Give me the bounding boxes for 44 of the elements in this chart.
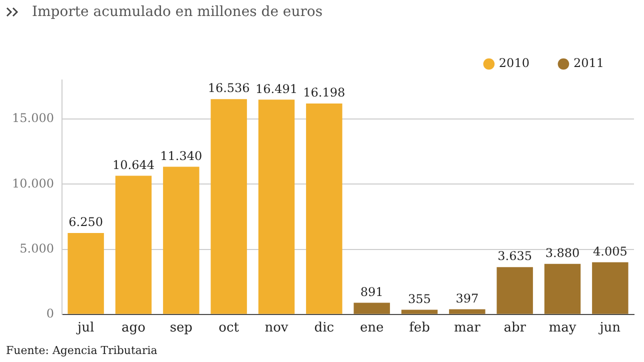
- data-label: 3.635: [498, 249, 532, 264]
- bar: [258, 100, 295, 314]
- chart-title: Importe acumulado en millones de euros: [32, 4, 323, 20]
- bar: [401, 310, 438, 314]
- y-tick-label: 10.000: [12, 176, 54, 190]
- legend-label: 2010: [498, 56, 530, 70]
- data-label: 3.880: [545, 246, 580, 260]
- data-label: 16.491: [255, 82, 298, 96]
- bar: [210, 99, 247, 314]
- source-note: Fuente: Agencia Tributaria: [6, 344, 158, 357]
- data-label: 11.340: [160, 148, 202, 163]
- data-label: 10.644: [112, 158, 155, 172]
- data-label: 891: [360, 284, 384, 299]
- bar: [496, 267, 533, 314]
- y-tick-label: 0: [46, 306, 54, 321]
- bar: [163, 166, 200, 314]
- data-label: 16.198: [303, 86, 346, 100]
- y-tick-label: 5.000: [20, 241, 54, 256]
- bar: [592, 262, 628, 314]
- x-tick-label: jun: [598, 320, 622, 336]
- data-label: 355: [408, 292, 431, 306]
- x-tick-label: mar: [454, 320, 482, 336]
- bar: [354, 302, 390, 314]
- x-tick-label: jul: [76, 320, 94, 336]
- x-tick-label: nov: [264, 320, 289, 336]
- x-tick-label: oct: [218, 320, 240, 336]
- x-tick-label: sep: [170, 320, 192, 336]
- x-tick-label: feb: [409, 320, 430, 336]
- bar: [115, 176, 152, 314]
- x-tick-label: may: [548, 320, 577, 336]
- legend-label: 2011: [573, 56, 604, 70]
- bar: [306, 103, 342, 314]
- x-tick-label: dic: [314, 320, 334, 336]
- data-label: 4.005: [592, 244, 628, 258]
- data-label: 16.536: [208, 81, 250, 96]
- bar: [544, 264, 581, 314]
- x-tick-label: abr: [504, 320, 527, 336]
- bar: [449, 309, 486, 314]
- x-tick-label: ene: [360, 320, 384, 336]
- data-label: 397: [456, 291, 479, 306]
- data-label: 6.250: [68, 215, 103, 230]
- y-tick-label: 15.000: [12, 111, 54, 126]
- bar: [68, 233, 104, 314]
- x-tick-label: ago: [122, 320, 146, 336]
